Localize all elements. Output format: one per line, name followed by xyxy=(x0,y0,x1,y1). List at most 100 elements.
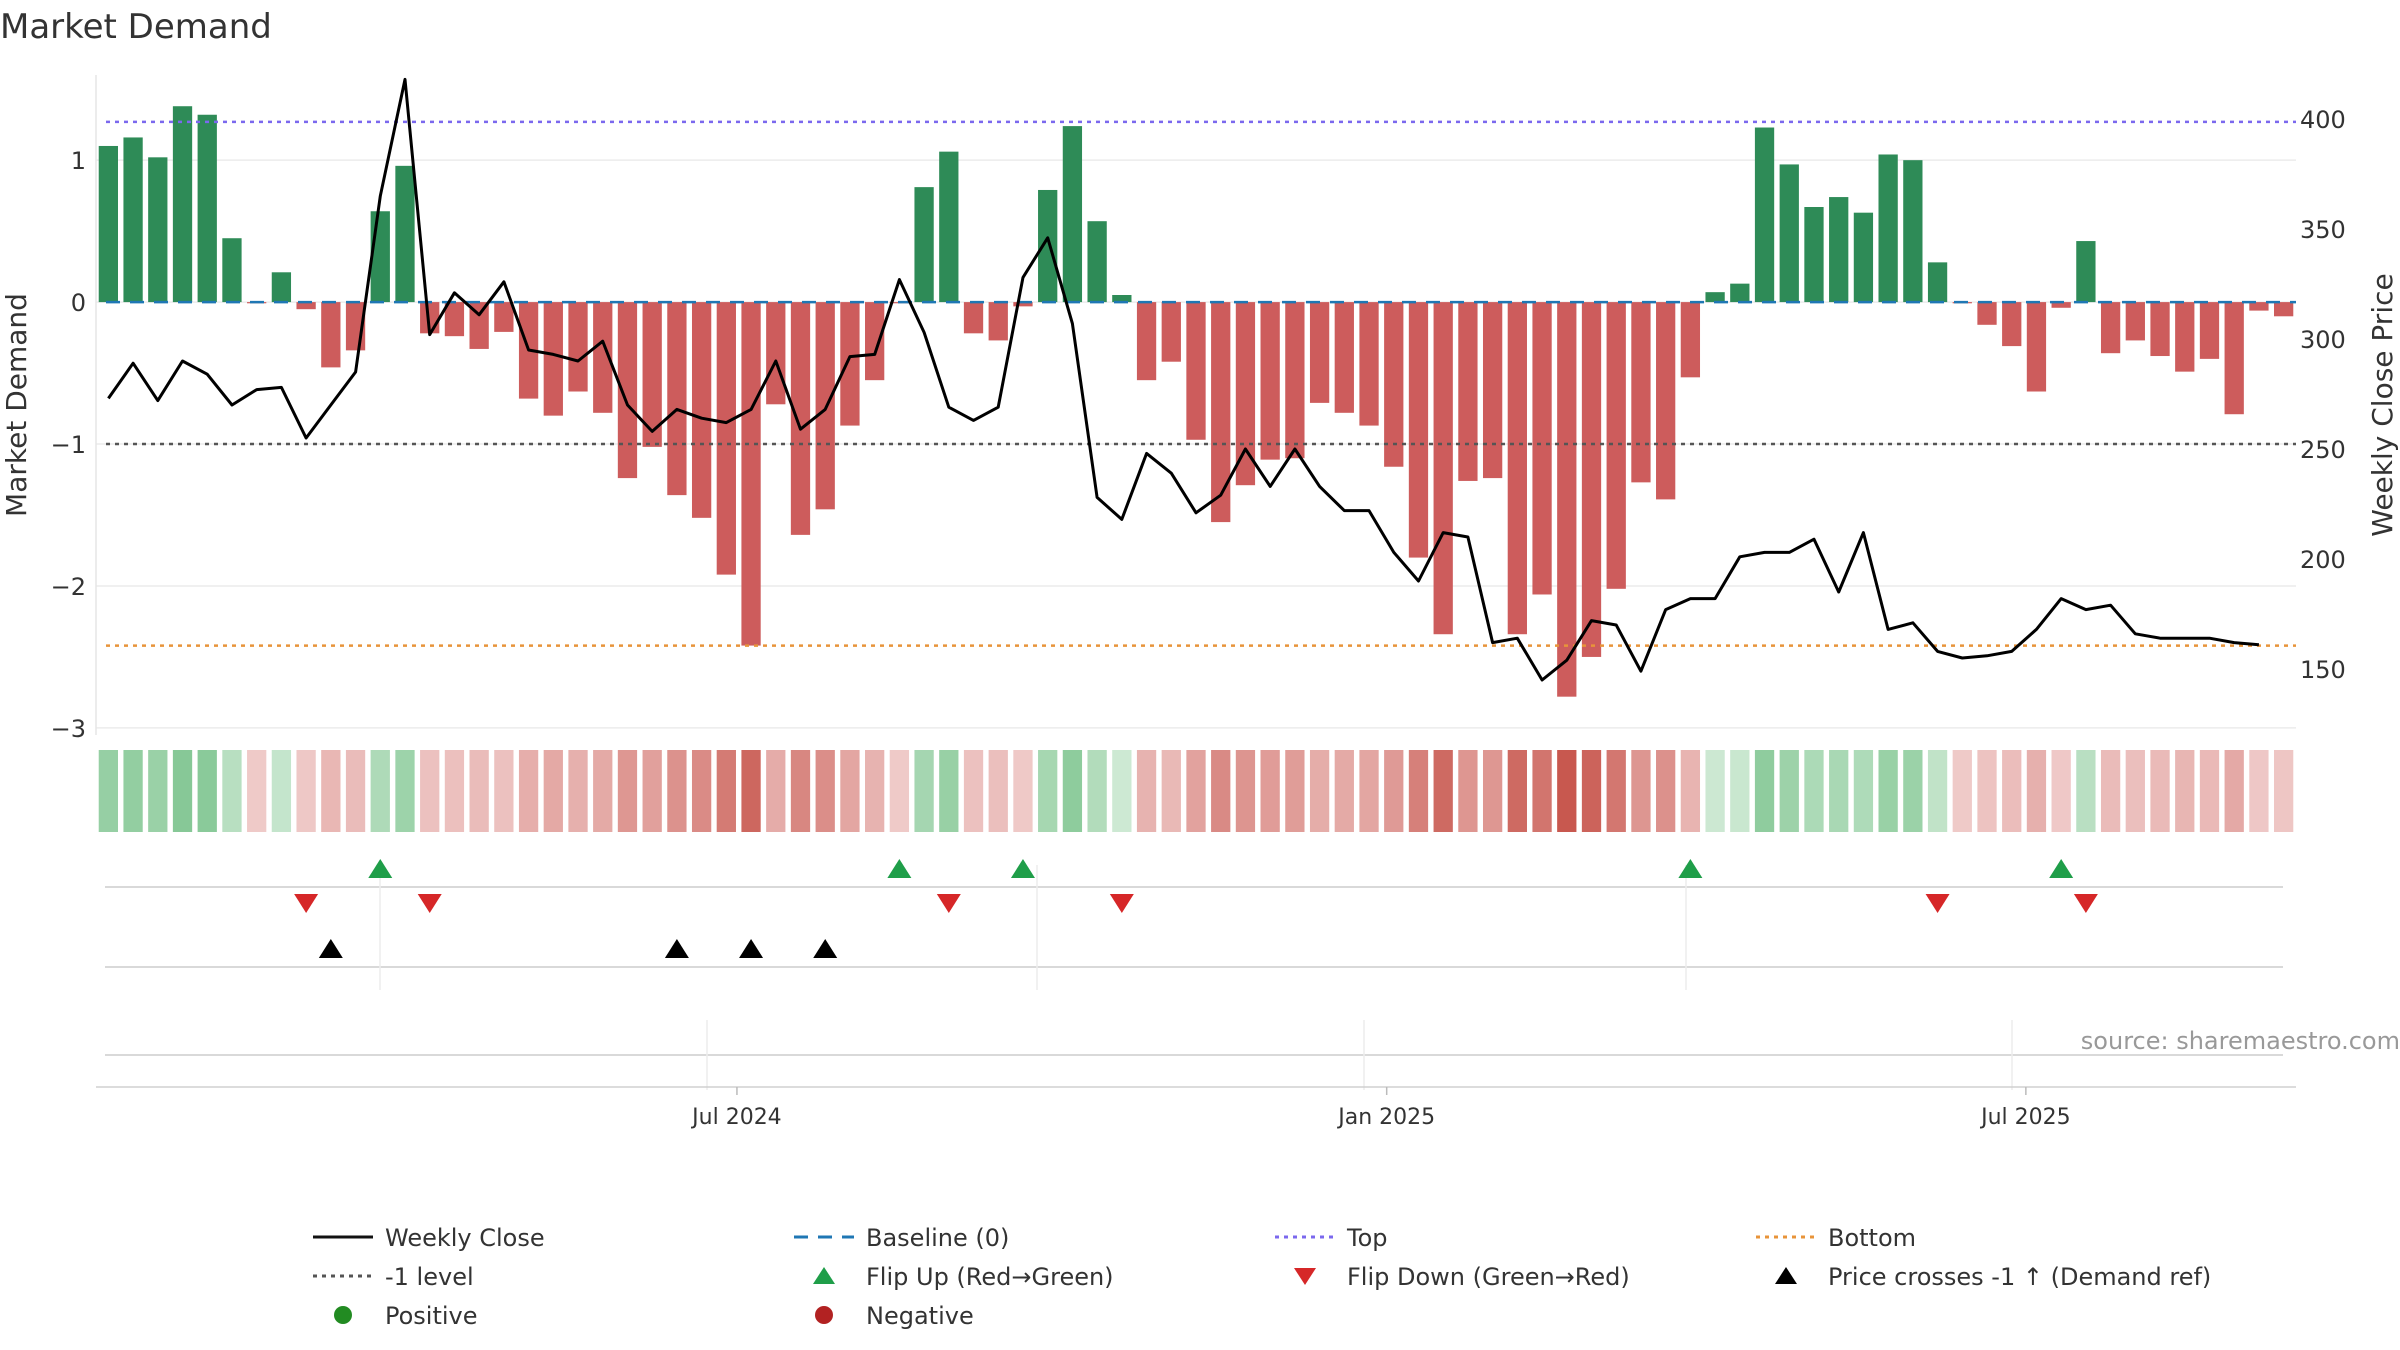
heat-cell xyxy=(1952,750,1972,832)
heat-cell xyxy=(642,750,662,832)
right-axis-tick-label: 350 xyxy=(2300,216,2346,244)
close-price-series xyxy=(107,77,2260,682)
left-axis-tick-label: 1 xyxy=(71,147,86,175)
demand-bar-negative xyxy=(1680,302,1701,378)
demand-bar-negative xyxy=(1260,302,1280,460)
demand-bar-negative xyxy=(2002,302,2022,347)
demand-bar-negative xyxy=(1186,302,1206,440)
demand-bar-negative xyxy=(1433,302,1453,635)
heat-cell xyxy=(271,750,292,832)
demand-bar-negative xyxy=(741,302,761,646)
demand-bar-negative xyxy=(1334,302,1354,413)
heat-cell xyxy=(1730,750,1750,832)
heat-cell xyxy=(1680,750,1701,832)
x-axis-tick-label: Jan 2025 xyxy=(1336,1105,1435,1130)
demand-bar-positive xyxy=(1853,212,1874,303)
weekly-close-line xyxy=(107,77,2260,682)
heat-cell xyxy=(568,750,588,832)
heat-cell xyxy=(1804,750,1824,832)
heat-cell xyxy=(1038,750,1058,832)
x-axis-tick-label: Jul 2024 xyxy=(690,1105,782,1130)
demand-bar-positive xyxy=(914,187,934,303)
heat-cell xyxy=(222,750,242,832)
left-axis-tick-label: −1 xyxy=(51,431,86,459)
heat-cell xyxy=(2224,750,2244,832)
heat-cell xyxy=(963,750,984,832)
heat-cell xyxy=(889,750,910,832)
heat-cell xyxy=(543,750,563,832)
heat-cell xyxy=(1334,750,1354,832)
demand-bar-negative xyxy=(1013,302,1033,307)
flip-up-marker xyxy=(1010,859,1035,878)
heat-cell xyxy=(1013,750,1033,832)
demand-bar-positive xyxy=(197,114,217,303)
flip-down-marker xyxy=(936,894,961,913)
heat-cell xyxy=(321,750,341,832)
heat-cell xyxy=(1754,750,1775,832)
demand-bar-negative xyxy=(1581,302,1602,657)
demand-heat-strip xyxy=(98,750,2294,832)
demand-bar-negative xyxy=(321,302,341,368)
heat-cell xyxy=(2175,750,2195,832)
demand-bar-positive xyxy=(148,157,168,303)
heat-cell xyxy=(1260,750,1280,832)
left-axis-label: Market Demand xyxy=(0,293,33,517)
demand-bar-positive xyxy=(1062,126,1083,303)
flip-down-marker xyxy=(1109,894,1134,913)
heat-cell xyxy=(2076,750,2096,832)
demand-bar-positive xyxy=(1730,283,1750,303)
demand-bar-negative xyxy=(2125,302,2145,341)
demand-bar-positive xyxy=(1829,197,1849,303)
heat-cell xyxy=(1433,750,1453,832)
demand-bar-positive xyxy=(2076,241,2096,303)
legend-label: Price crosses -1 ↑ (Demand ref) xyxy=(1828,1263,2211,1291)
demand-bar-negative xyxy=(296,302,316,310)
legend-label: -1 level xyxy=(385,1263,474,1291)
right-axis-label: Weekly Close Price xyxy=(2366,273,2399,536)
legend-label: Bottom xyxy=(1828,1224,1916,1252)
demand-bar-negative xyxy=(2026,302,2047,392)
flip-down-marker xyxy=(417,894,442,913)
axes: −3 −2 −1 0 1 150 200 250 300 350 400 Market Demand W… xyxy=(0,75,2399,743)
demand-bar-positive xyxy=(395,165,415,303)
flip-up-marker xyxy=(2049,859,2074,878)
heat-cell xyxy=(865,750,885,832)
heat-cell xyxy=(1285,750,1305,832)
right-axis-tick-label: 200 xyxy=(2300,546,2346,574)
demand-bar-positive xyxy=(1705,292,1725,303)
demand-bar-negative xyxy=(1408,302,1429,558)
heat-cell xyxy=(1136,750,1157,832)
heat-cell xyxy=(691,750,712,832)
demand-bars xyxy=(98,106,2294,697)
heat-cell xyxy=(1186,750,1206,832)
flip-down-marker xyxy=(2073,894,2098,913)
heat-cell xyxy=(2274,750,2294,832)
demand-bar-negative xyxy=(1136,302,1157,381)
heat-cell xyxy=(1482,750,1503,832)
demand-bar-negative xyxy=(1977,302,1997,325)
heat-cell xyxy=(2125,750,2145,832)
flip-down-marker xyxy=(294,894,319,913)
demand-bar-positive xyxy=(1038,189,1058,303)
demand-bar-positive xyxy=(1878,154,1898,303)
heat-cell xyxy=(469,750,489,832)
demand-bar-negative xyxy=(1458,302,1478,481)
demand-bar-negative xyxy=(2274,302,2294,317)
demand-bar-negative xyxy=(2199,302,2220,359)
level-lines xyxy=(106,120,2296,647)
demand-bar-positive xyxy=(98,145,118,303)
price-cross-marker xyxy=(813,939,838,958)
legend-swatch xyxy=(1775,1267,1797,1284)
demand-bar-negative xyxy=(1309,302,1330,403)
demand-bar-negative xyxy=(469,302,489,349)
heat-cell xyxy=(1631,750,1651,832)
heat-cell xyxy=(1779,750,1799,832)
demand-bar-negative xyxy=(2249,302,2269,311)
demand-bar-positive xyxy=(222,238,242,303)
legend-label: Positive xyxy=(385,1302,478,1330)
demand-bar-negative xyxy=(1557,302,1577,697)
heat-cell xyxy=(840,750,860,832)
chart-title: Market Demand xyxy=(0,7,272,47)
demand-bar-negative xyxy=(790,302,811,535)
